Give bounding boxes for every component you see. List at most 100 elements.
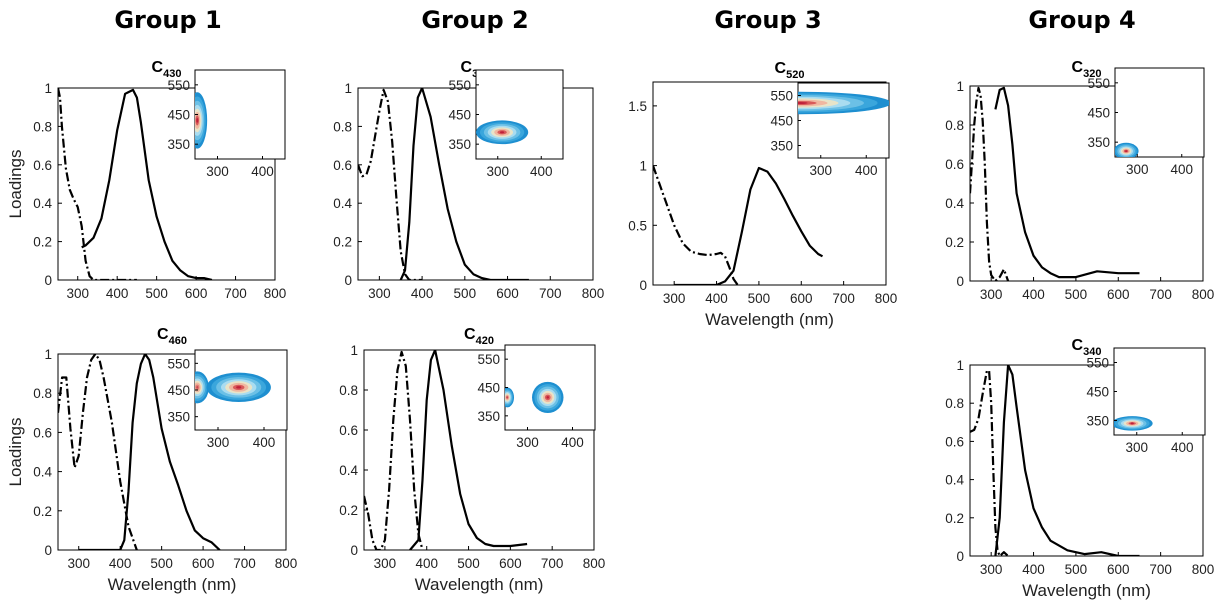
contour-level — [798, 102, 808, 104]
inset-x-tick-label: 300 — [1126, 162, 1149, 177]
chart-panel-340: 0 0.2 0.4 0.6 0.8 1 300 400 500 600 700 800 C340 Wave… — [945, 337, 1214, 600]
y-tick-label: 0 — [44, 543, 52, 558]
group-2-title: Group 2 — [421, 6, 529, 34]
emission-loading-line — [399, 88, 529, 280]
component-label: C460 — [157, 326, 187, 347]
contour-level — [236, 386, 242, 389]
excitation-loading-line — [58, 354, 138, 550]
contour-level — [546, 396, 550, 399]
y-tick-label: 0.4 — [945, 196, 964, 211]
x-tick-label: 600 — [1107, 562, 1130, 577]
x-axis-title: Wavelength (nm) — [705, 310, 834, 329]
inset-y-tick-label: 350 — [477, 409, 500, 424]
contour-level — [196, 118, 199, 123]
emission-loading-line — [78, 354, 221, 550]
contour-level — [506, 396, 509, 399]
x-tick-label: 300 — [66, 286, 89, 301]
chart-panel-390: 00.20.40.60.81300400500600700800C3903504… — [333, 59, 604, 301]
y-axis-title: Loadings — [6, 149, 25, 218]
x-tick-label: 400 — [109, 556, 132, 571]
plot-frame — [969, 85, 1204, 282]
inset-y-tick-label: 550 — [167, 78, 190, 93]
inset-y-tick-label: 550 — [1086, 356, 1109, 371]
excitation-loading-line — [653, 165, 739, 285]
chart-panel-520: 0 0.5 1 1.5 300 400 500 600 700 800 C520 Wavelength… — [628, 60, 897, 329]
x-tick-label: 500 — [145, 286, 168, 301]
component-label: C420 — [464, 326, 494, 347]
component-label: C430 — [152, 59, 182, 80]
plot-frame — [57, 353, 287, 551]
y-tick-label: 0 — [956, 549, 964, 564]
inset-y-tick-label: 550 — [448, 78, 471, 93]
plot-frame — [652, 81, 887, 286]
x-tick-label: 300 — [374, 556, 397, 571]
x-tick-label: 800 — [1192, 562, 1215, 577]
chart-panel-430: 0 0.2 0.4 0.6 0.8 1 300 400 500 600 700 800 C430 Load… — [6, 59, 286, 301]
inset-frame — [194, 69, 286, 160]
eem-inset: 350 450 550 300 400 — [770, 82, 890, 178]
group-3-title: Group 3 — [714, 6, 822, 34]
inset-x-tick-label: 400 — [253, 435, 276, 450]
y-tick-label: 0.2 — [945, 235, 964, 250]
inset-x-tick-label: 300 — [809, 163, 832, 178]
inset-y-tick-label: 550 — [167, 356, 190, 371]
inset-x-tick-label: 400 — [1170, 162, 1193, 177]
y-tick-label: 0.8 — [945, 118, 964, 133]
inset-y-tick-label: 450 — [1087, 106, 1110, 121]
inset-x-tick-label: 400 — [561, 435, 584, 450]
x-tick-label: 800 — [264, 286, 287, 301]
contour-level — [500, 131, 505, 134]
emission-loading-line — [409, 350, 528, 550]
inset-x-tick-label: 300 — [486, 164, 509, 179]
y-tick-label: 0.2 — [333, 235, 352, 250]
y-tick-label: 0 — [350, 543, 358, 558]
inset-x-tick-label: 300 — [207, 435, 230, 450]
y-tick-label: 0.8 — [33, 119, 52, 134]
y-tick-label: 0.2 — [33, 235, 52, 250]
contour-level — [1130, 422, 1134, 425]
x-tick-label: 700 — [224, 286, 247, 301]
y-tick-label: 0.4 — [945, 473, 964, 488]
emission-loading-line — [994, 86, 1140, 279]
x-tick-label: 700 — [832, 291, 855, 306]
x-tick-label: 500 — [454, 286, 477, 301]
component-label: C340 — [1072, 337, 1102, 358]
contour-level — [196, 386, 199, 389]
x-tick-label: 400 — [705, 291, 728, 306]
chart-panel-320: 0 0.2 0.4 0.6 0.8 1 300 400 500 600 700 800 C320 350 4… — [945, 59, 1214, 302]
x-tick-label: 500 — [457, 556, 480, 571]
y-tick-label: 0.6 — [33, 425, 52, 440]
excitation-loading-line — [364, 350, 424, 550]
x-tick-label: 400 — [415, 556, 438, 571]
y-tick-label: 0.6 — [33, 158, 52, 173]
x-tick-label: 500 — [748, 291, 771, 306]
x-tick-label: 600 — [496, 286, 519, 301]
y-tick-label: 1 — [956, 79, 964, 94]
x-tick-label: 600 — [1107, 287, 1130, 302]
inset-x-tick-label: 300 — [1125, 440, 1148, 455]
y-tick-label: 0.8 — [333, 119, 352, 134]
y-tick-label: 0 — [44, 273, 52, 288]
contour-level — [1125, 150, 1128, 153]
plot-frame — [969, 364, 1204, 557]
y-tick-label: 0.6 — [945, 434, 964, 449]
x-tick-label: 300 — [368, 286, 391, 301]
eem-inset: 350 450 550 300 400 — [448, 69, 564, 179]
inset-y-tick-label: 450 — [448, 108, 471, 123]
inset-x-tick-label: 400 — [855, 163, 878, 178]
y-tick-label: 1 — [639, 159, 647, 174]
inset-y-tick-label: 350 — [1086, 414, 1109, 429]
plot-frame — [57, 87, 276, 281]
excitation-loading-line — [358, 88, 423, 280]
x-axis-title: Wavelength (nm) — [1022, 581, 1151, 600]
group-4-title: Group 4 — [1028, 6, 1136, 34]
component-label: C520 — [775, 60, 805, 81]
y-tick-label: 0 — [956, 274, 964, 289]
emission-loading-line — [81, 88, 213, 280]
emission-loading-line — [994, 365, 1140, 556]
x-tick-label: 600 — [185, 286, 208, 301]
y-tick-label: 1 — [350, 343, 358, 358]
eem-inset: 350 450 550 300 400 — [477, 344, 596, 450]
y-tick-label: 1 — [344, 81, 352, 96]
x-tick-label: 500 — [150, 556, 173, 571]
